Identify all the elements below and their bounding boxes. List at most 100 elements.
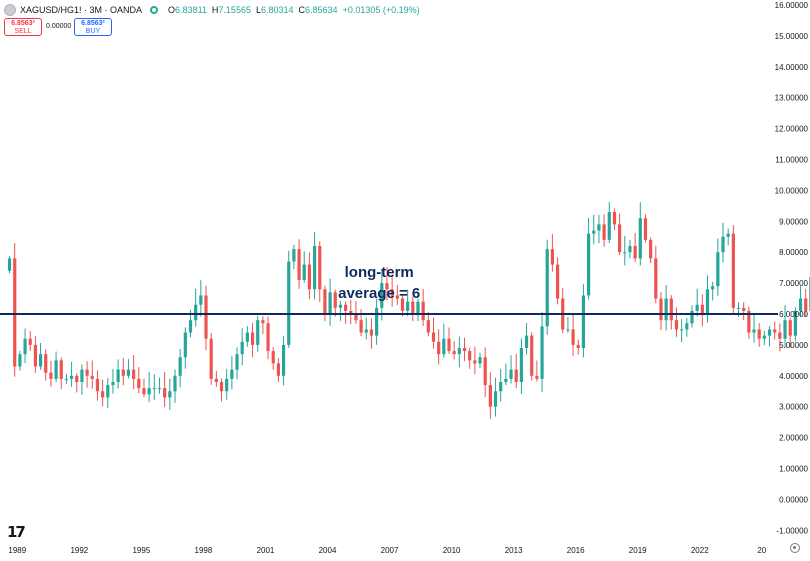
symbol-title[interactable]: XAGUSD/HG1! · 3M · OANDA [20,5,143,15]
sell-label: SELL [14,28,32,35]
candle [628,239,632,259]
candle [680,319,684,343]
x-tick-label: 2001 [257,546,275,555]
candle [716,238,720,296]
candle [550,234,555,272]
candle [669,295,673,330]
candle [731,225,735,314]
candle [426,311,430,337]
candle [442,323,446,358]
price-axis: 16.00000 15.00000 14.00000 13.00000 12.00000… [775,1,809,535]
candle [535,360,539,382]
candle [369,318,374,349]
y-tick-label: 16.00000 [775,1,809,10]
candle [390,275,394,307]
high-label: H [211,5,219,15]
candle [44,349,48,381]
candle [674,307,679,337]
candle [447,327,451,354]
candle [328,278,332,326]
candles-layer [7,202,810,419]
candle [540,312,544,392]
candle [375,298,379,345]
candle [612,208,617,231]
x-tick-label: 2007 [381,546,399,555]
candle [462,337,467,362]
candle [276,358,280,382]
open-label: O [168,5,176,15]
candle [711,281,715,301]
candle [690,305,694,328]
candle [245,326,249,347]
candle [287,250,291,348]
y-tick-label: 15.00000 [775,32,809,41]
candle [726,228,730,246]
candle [793,307,797,342]
candle [576,339,580,355]
close-value: 6.85634 [305,5,338,15]
candle [95,370,100,401]
candle [530,332,534,381]
candle [137,367,141,394]
x-tick-label: 2016 [567,546,585,555]
candle [571,313,575,357]
annotation-line-2: average = 6 [338,285,420,302]
candle [132,355,136,390]
x-tick-label: 1995 [132,546,150,555]
candle [457,336,461,368]
candle [292,244,296,270]
x-tick-label: 2004 [319,546,337,555]
candle [478,352,482,369]
candle [33,336,38,373]
candle [798,286,803,317]
candle [380,269,384,321]
candle [757,323,761,347]
x-tick-label: 2019 [629,546,647,555]
candle [607,202,611,244]
candle [700,294,704,327]
candle [163,371,167,408]
x-tick-label: 2022 [691,546,709,555]
annotation-line-1: long-term [345,264,414,281]
candle [586,217,591,300]
buy-button[interactable]: 6.8563² BUY [74,18,112,36]
candle [338,301,343,321]
candle [364,317,368,340]
candle [406,289,410,317]
candle [147,371,151,403]
sell-button[interactable]: 6.8563² SELL [4,18,42,36]
candle [695,288,699,317]
candle [256,315,260,352]
candle [473,346,477,375]
tradingview-logo-icon[interactable]: 17 [7,523,26,541]
candle [483,347,487,398]
candle [49,360,53,387]
candle [597,214,601,244]
candle [38,342,43,370]
candle [59,357,63,390]
candle [385,267,389,301]
x-tick-label: 1992 [70,546,88,555]
candle [499,369,503,402]
symbol-header: XAGUSD/HG1! · 3M · OANDA O 6.83811 H 7.155… [4,2,420,18]
symbol-icon[interactable] [4,4,16,16]
candle [219,378,224,402]
candle [101,379,105,407]
candle [566,317,570,333]
candle [664,285,668,331]
x-tick-label: 2010 [443,546,461,555]
candle [344,301,348,324]
candle [157,377,162,394]
candle [281,336,286,386]
y-tick-label: 3.00000 [779,403,808,412]
gear-icon[interactable] [790,543,800,553]
candle [659,291,663,331]
candle [395,284,399,305]
low-label: L [255,5,261,15]
buy-label: BUY [85,28,101,35]
close-label: C [298,5,306,15]
candle [788,317,792,348]
low-value: 6.80314 [260,5,294,15]
